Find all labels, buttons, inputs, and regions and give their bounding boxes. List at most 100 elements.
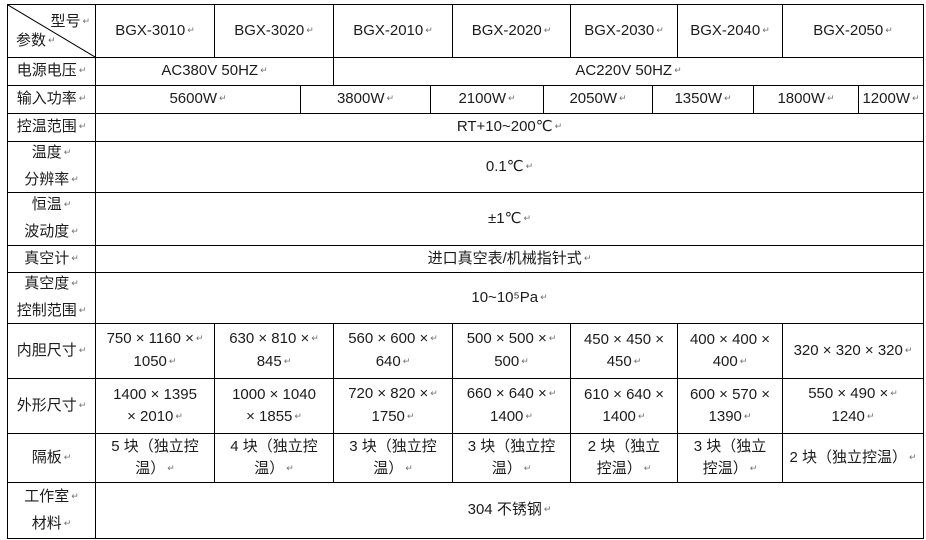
cell-text: 1350W <box>674 90 722 107</box>
cell-line: 400 × 400 × <box>690 329 770 351</box>
linebreak-mark: ↵ <box>885 24 893 35</box>
linebreak-mark: ↵ <box>523 462 532 473</box>
cell-text: 控温） <box>596 459 642 477</box>
linebreak-mark: ↵ <box>283 356 292 366</box>
spec-table: 型号 ↵ 参数 ↵ BGX-3010 ↵ BGX-3020 ↵ BGX-2010 ↵ BGX-202… <box>7 4 924 539</box>
row-label-cell: 外形尺寸 ↵ <box>8 379 96 434</box>
cell-line: 波动度 ↵ <box>24 219 79 245</box>
table-row-input-power: 输入功率 ↵ 5600W ↵ 3800W ↵ 2100W ↵ 2050W ↵ 1350W ↵ 1800W… <box>8 86 923 114</box>
cell-line: 600 × 570 × <box>690 384 770 406</box>
cell-text: RT+10~200℃ <box>456 118 553 135</box>
linebreak-mark: ↵ <box>71 174 79 184</box>
value-cell: 450 × 450 × 450 ↵ <box>571 324 678 379</box>
linebreak-mark: ↵ <box>674 65 682 75</box>
value-cell: 1400 × 1395 × 2010 ↵ <box>96 379 215 434</box>
cell-line: 1390 ↵ <box>709 406 752 429</box>
cell-line: 1400 ↵ <box>490 406 533 429</box>
cell-text: 450 <box>606 352 632 370</box>
cell-text: ±1℃ <box>488 209 522 227</box>
linebreak-mark: ↵ <box>71 278 79 288</box>
cell-text: 波动度 <box>24 223 70 240</box>
cell-line: 控温范围 ↵ <box>17 114 87 141</box>
cell-line: 640 ↵ <box>376 351 411 374</box>
value-cell: 1200W ↵ <box>859 86 923 114</box>
linebreak-mark: ↵ <box>218 93 227 103</box>
cell-line: 5600W ↵ <box>169 88 226 111</box>
linebreak-mark: ↵ <box>908 451 917 462</box>
linebreak-mark: ↵ <box>430 333 438 343</box>
linebreak-mark: ↵ <box>656 24 664 35</box>
linebreak-mark: ↵ <box>743 410 752 421</box>
cell-text: 真空度 <box>24 275 70 292</box>
linebreak-mark: ↵ <box>633 355 642 366</box>
value-cell: 2 块（独立控温）↵ <box>571 434 678 483</box>
table-row-header: 型号 ↵ 参数 ↵ BGX-3010 ↵ BGX-3020 ↵ BGX-2010 ↵ BGX-202… <box>8 5 923 58</box>
table-row-temp-resolution: 温度 ↵ 分辨率 ↵ 0.1℃ ↵ <box>8 142 923 193</box>
linebreak-mark: ↵ <box>63 199 72 209</box>
cell-line: BGX-3020 ↵ <box>234 20 314 43</box>
cell-text: 温） <box>135 459 166 477</box>
cell-line: 控制范围 ↵ <box>16 298 87 323</box>
cell-line: 750 × 1160 × ↵ <box>107 328 204 351</box>
row-label-cell: 真空计 ↵ <box>8 246 96 273</box>
cell-text: 2 块（独立控温） <box>789 448 907 466</box>
cell-text: 610 × 640 × <box>583 385 665 403</box>
row-label-cell: 隔板 ↵ <box>8 434 96 483</box>
linebreak-mark: ↵ <box>521 356 529 366</box>
cell-text: 隔板 <box>31 448 62 466</box>
row-label-cell: 电源电压 ↵ <box>8 58 96 86</box>
cell-text: 2050W <box>569 90 617 107</box>
cell-text: 温） <box>373 459 404 477</box>
cell-text: 4 块（独立控 <box>230 437 318 455</box>
corner-label-model: 型号 ↵ <box>50 10 90 31</box>
cell-line: 450 ↵ <box>607 351 642 374</box>
value-cell: 5 块（独立控 温） ↵ <box>96 434 215 483</box>
cell-text: 400 × 400 × <box>689 330 771 348</box>
cell-text: 10~10⁵Pa <box>471 288 539 306</box>
cell-text: 进口真空表/机械指针式 <box>427 249 582 267</box>
linebreak-mark: ↵ <box>78 121 87 131</box>
cell-line: 输入功率 ↵ <box>17 86 87 113</box>
cell-line: 1350W ↵ <box>674 88 731 111</box>
cell-text: 845 <box>256 353 282 370</box>
cell-line: BGX-2030 ↵ <box>584 20 664 43</box>
cell-line: 温） ↵ <box>254 458 294 481</box>
row-label-cell: 恒温 ↵ 波动度 ↵ <box>8 193 96 246</box>
cell-text: 550 × 490 × <box>808 385 889 402</box>
model-header-cell: BGX-2020 ↵ <box>453 5 571 58</box>
cell-line: ±1℃ ↵ <box>488 208 531 231</box>
cell-text: BGX-2020 <box>471 21 542 39</box>
linebreak-mark: ↵ <box>618 93 627 103</box>
cell-text: 输入功率 <box>16 90 77 107</box>
cell-text: 3 块（独立控 <box>467 437 556 455</box>
cell-text: 恒温 <box>31 196 62 213</box>
linebreak-mark: ↵ <box>71 226 79 236</box>
linebreak-mark: ↵ <box>548 388 557 398</box>
cell-text: 工作室 <box>24 487 70 505</box>
value-cell: 2 块（独立控温）↵ <box>783 434 923 483</box>
cell-text: 分辨率 <box>24 171 70 188</box>
value-cell: 320 × 320 × 320 ↵ <box>783 324 923 379</box>
cell-line: 材料 ↵ <box>32 511 72 538</box>
linebreak-mark: ↵ <box>78 65 87 75</box>
linebreak-mark: ↵ <box>175 410 183 421</box>
cell-text: 660 × 640 × <box>466 385 547 402</box>
cell-text: BGX-3010 <box>115 21 186 39</box>
cell-line: 660 × 640 × ↵ <box>467 383 557 406</box>
cell-text: 控制范围 <box>16 302 77 319</box>
cell-text: 温度 <box>31 144 62 161</box>
linebreak-mark: ↵ <box>71 490 79 501</box>
linebreak-mark: ↵ <box>543 504 552 514</box>
model-header-cell: BGX-3010 ↵ <box>96 5 215 58</box>
cell-line: 3 块（独立控 <box>349 436 437 458</box>
corner-label-param: 参数 ↵ <box>16 29 56 50</box>
cell-text: 型号 <box>50 13 81 30</box>
cell-text: BGX-2050 <box>813 21 884 39</box>
value-cell: 560 × 600 × ↵ 640 ↵ <box>334 324 453 379</box>
cell-text: 1240 <box>831 408 865 425</box>
cell-line: RT+10~200℃ ↵ <box>457 116 562 139</box>
linebreak-mark: ↵ <box>402 356 411 366</box>
linebreak-mark: ↵ <box>286 462 294 473</box>
linebreak-mark: ↵ <box>523 212 531 223</box>
